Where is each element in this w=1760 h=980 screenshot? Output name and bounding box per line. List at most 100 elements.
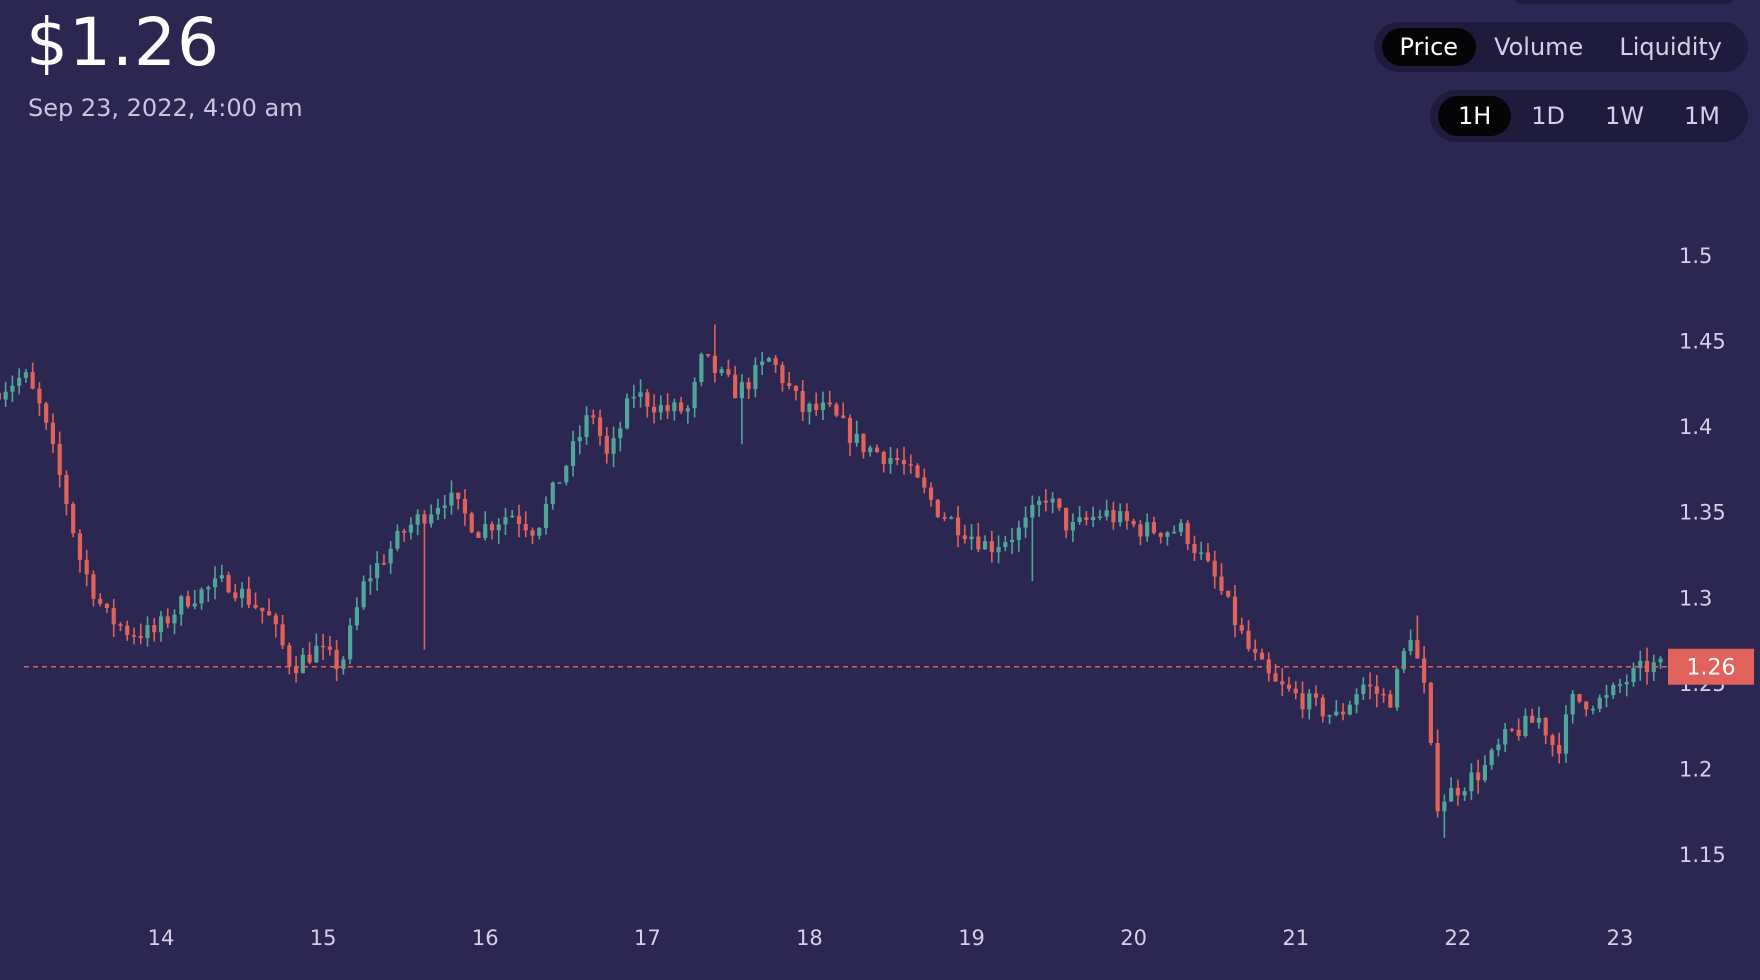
- candle-body: [1239, 625, 1244, 631]
- candle-body: [1030, 504, 1035, 518]
- candle-body: [442, 505, 447, 508]
- candle-body: [1043, 500, 1048, 503]
- candle-body: [976, 536, 981, 550]
- candle-body: [1334, 711, 1339, 716]
- candle-body: [577, 436, 582, 442]
- candle-body: [597, 417, 603, 436]
- candle-body: [152, 625, 157, 633]
- tab-price[interactable]: Price: [1381, 28, 1477, 66]
- candle-body: [17, 377, 22, 386]
- candle-body: [1212, 560, 1217, 577]
- candle-body: [1077, 517, 1082, 522]
- tab-liquidity[interactable]: Liquidity: [1619, 33, 1722, 61]
- x-tick-label: 18: [796, 926, 823, 950]
- candle-body: [10, 385, 15, 392]
- candle-body: [1226, 590, 1231, 597]
- candle-body: [219, 575, 224, 579]
- candle-body: [733, 374, 738, 399]
- y-tick-label: 1.2: [1679, 757, 1712, 781]
- range-1d[interactable]: 1D: [1531, 102, 1566, 130]
- candle-body: [118, 624, 123, 626]
- candle-body: [969, 536, 974, 540]
- candle-body: [71, 503, 76, 534]
- range-1h[interactable]: 1H: [1437, 96, 1512, 136]
- candle-body: [1415, 639, 1420, 659]
- candle-body: [462, 499, 468, 514]
- candle-body: [895, 458, 900, 461]
- y-tick-label: 1.5: [1679, 244, 1712, 268]
- candle-body: [456, 492, 461, 500]
- range-1m[interactable]: 1M: [1684, 102, 1720, 130]
- candle-body: [388, 548, 393, 564]
- candle-body: [1496, 744, 1501, 751]
- candle-body: [435, 507, 441, 515]
- candle-body: [273, 615, 278, 625]
- candle-body: [422, 514, 427, 524]
- candle-body: [266, 611, 272, 616]
- candle-body: [1435, 742, 1440, 812]
- candle-body: [1381, 693, 1386, 696]
- candle-body: [685, 408, 690, 412]
- candle-body: [692, 382, 697, 409]
- candle-body: [955, 517, 961, 536]
- candle-body: [949, 517, 954, 519]
- candle-body: [1104, 510, 1109, 517]
- candle-body: [91, 574, 96, 599]
- x-tick-label: 21: [1282, 926, 1309, 950]
- candle-body: [1118, 511, 1123, 523]
- candle-body: [1300, 693, 1305, 710]
- candle-body: [962, 535, 967, 540]
- candle-body: [847, 417, 853, 443]
- candle-body: [1577, 693, 1582, 702]
- candle-body: [1347, 704, 1352, 715]
- candle-body: [1557, 745, 1562, 754]
- candle-body: [543, 503, 549, 529]
- candle-body: [982, 541, 988, 550]
- candle-body: [44, 403, 49, 423]
- candle-body: [868, 447, 873, 453]
- candle-body: [570, 441, 576, 467]
- candle-body: [1449, 787, 1454, 802]
- candle-body: [1617, 684, 1623, 686]
- candle-body: [449, 492, 454, 506]
- candle-body: [1428, 682, 1433, 743]
- current-price-tag: [1668, 648, 1754, 685]
- candle-body: [1563, 714, 1569, 754]
- candle-body: [1388, 694, 1393, 708]
- candle-body: [23, 372, 29, 378]
- candle-body: [165, 616, 170, 624]
- candle-body: [935, 499, 940, 518]
- candle-body: [361, 581, 366, 608]
- candle-body: [131, 635, 137, 637]
- candle-body: [321, 645, 326, 648]
- candle-body: [496, 524, 501, 531]
- candle-body: [1185, 522, 1190, 545]
- x-tick-label: 19: [958, 926, 985, 950]
- candle-body: [293, 666, 299, 674]
- candle-body: [665, 405, 670, 412]
- candle-body: [1624, 681, 1629, 685]
- candle-body: [706, 354, 711, 356]
- price-timestamp: Sep 23, 2022, 4:00 am: [28, 94, 303, 122]
- candle-body: [841, 415, 846, 418]
- candle-body: [348, 625, 353, 660]
- candle-body: [550, 482, 555, 504]
- candle-body: [84, 559, 89, 575]
- candle-body: [854, 433, 859, 443]
- y-tick-label: 1.45: [1679, 330, 1726, 354]
- candle-body: [1023, 517, 1028, 528]
- range-1w[interactable]: 1W: [1605, 102, 1645, 130]
- candle-body: [1604, 695, 1609, 698]
- candle-body: [1151, 522, 1157, 533]
- candle-body: [1536, 717, 1542, 723]
- candle-body: [1476, 772, 1481, 781]
- candle-body: [246, 588, 251, 605]
- candle-body: [1584, 701, 1589, 710]
- candle-body: [1145, 522, 1150, 537]
- candle-body: [1530, 715, 1535, 723]
- candle-body: [158, 616, 164, 633]
- candle-body: [834, 404, 839, 416]
- tab-volume[interactable]: Volume: [1494, 33, 1584, 61]
